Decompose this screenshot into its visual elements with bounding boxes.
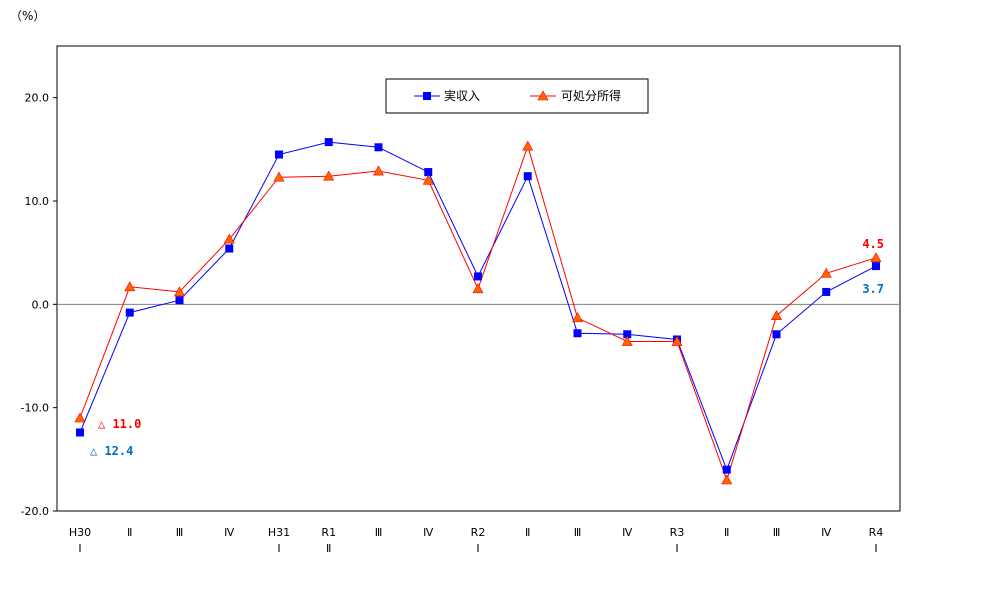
data-point-square [424,168,433,177]
y-unit-label: （%） [10,9,45,23]
data-point-triangle [372,165,385,176]
data-point-triangle [820,267,832,278]
x-tick-label-bottom: Ⅳ [224,526,235,539]
data-point-square [175,296,184,305]
x-tick-label-bottom: Ⅲ [773,526,781,539]
data-point-square [275,150,283,159]
data-point-triangle [323,170,335,181]
data-point-triangle [74,412,86,423]
data-point-triangle [571,312,584,323]
legend-marker-triangle [537,90,549,101]
data-point-square [573,329,582,338]
data-point-square [76,428,84,437]
legend-marker-square [423,92,431,100]
data-point-triangle [770,310,783,321]
x-tick-label-top: R1 [321,526,336,539]
data-point-triangle [870,252,882,263]
data-point-triangle [472,283,484,294]
data-point-square [225,244,234,253]
data-label: 3.7 [862,282,884,296]
data-label: △ 12.4 [90,444,133,458]
data-point-square [722,465,731,474]
data-point-triangle [223,233,235,244]
plot-area [56,45,901,512]
legend-label: 可処分所得 [561,88,621,103]
x-tick-label-top: R3 [670,526,685,539]
series-line-1 [79,141,877,472]
x-tick-label-top: H30 [69,526,91,539]
series-line-2 [79,144,877,482]
x-tick-label-bottom: Ⅱ [525,526,530,539]
x-tick-label-bottom: Ⅲ [176,526,184,539]
legend-label: 実収入 [444,88,480,103]
data-point-triangle [621,335,633,346]
x-tick-label-bottom: Ⅰ [277,542,280,555]
legend: 実収入 可処分所得 [385,78,649,114]
data-point-triangle [721,474,733,485]
series-lines [79,141,877,482]
x-tick-label-bottom: Ⅱ [326,542,331,555]
x-tick-label-bottom: Ⅰ [675,542,678,555]
data-point-square [822,287,831,296]
x-tick-label-bottom: Ⅰ [78,542,81,555]
x-tick-label-bottom: Ⅰ [874,542,877,555]
x-tick-label-bottom: Ⅱ [127,526,132,539]
x-tick-label-bottom: Ⅲ [574,526,582,539]
data-point-square [623,330,632,339]
data-annotations: △ 11.0 △ 12.4 4.5 3.7 [90,237,884,458]
y-tick-label: 10.0 [25,195,50,208]
series-markers [74,138,882,485]
y-tick-label: 20.0 [25,92,50,105]
x-tick-label-top: H31 [268,526,290,539]
data-label: 4.5 [862,237,884,251]
data-point-triangle [173,286,186,297]
y-tick-label: -10.0 [21,402,49,415]
x-tick-label-bottom: Ⅳ [423,526,434,539]
data-label: △ 11.0 [98,417,141,431]
y-tick-label: 0.0 [32,298,50,311]
y-axis: 20.0 10.0 0.0 -10.0 -20.0 [21,92,900,518]
data-point-square [324,138,333,147]
y-tick-label: -20.0 [21,505,49,518]
data-point-square [374,143,383,152]
x-tick-label-bottom: Ⅰ [476,542,479,555]
x-tick-label-top: R2 [471,526,486,539]
data-point-triangle [124,281,136,292]
x-tick-label-bottom: Ⅱ [724,526,729,539]
data-point-triangle [671,335,683,346]
x-tick-label-bottom: Ⅲ [375,526,383,539]
data-point-triangle [422,174,434,185]
data-point-square [523,172,532,181]
data-point-triangle [522,140,534,151]
x-tick-label-bottom: Ⅳ [821,526,832,539]
x-tick-label-bottom: Ⅳ [622,526,633,539]
data-point-square [772,330,781,339]
data-point-square [125,308,134,317]
x-tick-label-top: R4 [869,526,884,539]
data-point-square [474,272,482,281]
data-point-square [872,262,880,271]
x-axis: H30 Ⅰ Ⅱ Ⅲ Ⅳ H31 Ⅰ R1 Ⅱ Ⅲ Ⅳ R2 Ⅰ Ⅱ Ⅲ Ⅳ R3 Ⅰ Ⅱ Ⅲ Ⅳ R4 Ⅰ [69,526,883,555]
data-point-triangle [273,171,285,182]
